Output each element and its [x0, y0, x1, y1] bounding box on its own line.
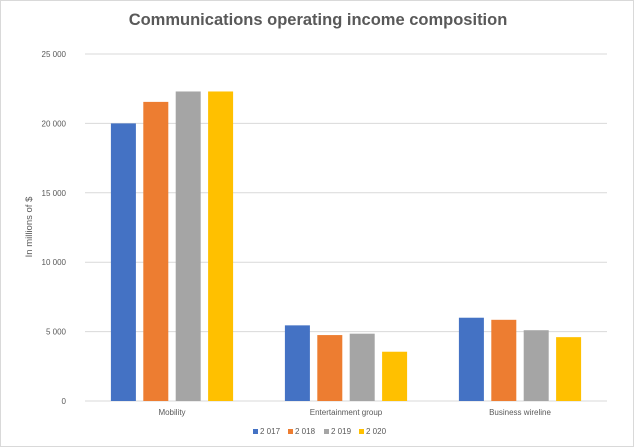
y-tick-label: 10 000	[42, 258, 67, 267]
legend-swatch	[288, 429, 293, 434]
y-tick-label: 20 000	[42, 119, 67, 128]
legend-label: 2 020	[366, 427, 387, 436]
y-tick-label: 0	[62, 397, 67, 406]
bar	[556, 337, 582, 401]
y-tick-label: 5 000	[46, 328, 67, 337]
bar	[175, 91, 201, 401]
bar	[491, 319, 517, 401]
x-axis-ticks: Mobility Entertainment group Business wire…	[158, 408, 551, 417]
bars	[110, 91, 582, 402]
legend-swatch	[324, 429, 329, 434]
bar	[208, 91, 234, 401]
legend-label: 2 019	[331, 427, 352, 436]
chart-title: Communications operating income composit…	[129, 11, 508, 29]
x-tick-label: Mobility	[158, 408, 185, 417]
gridlines	[85, 53, 607, 402]
bar	[458, 317, 484, 401]
y-tick-label: 25 000	[42, 50, 67, 59]
legend: 2 017 2 018 2 019 2 020	[253, 427, 387, 436]
bar	[284, 325, 310, 401]
y-axis-ticks: 0 5 000 10 000 15 000 20 000 25 000	[42, 50, 67, 406]
bar	[317, 335, 343, 401]
y-tick-label: 15 000	[42, 189, 67, 198]
bar	[349, 333, 375, 401]
x-tick-label: Business wireline	[489, 408, 551, 417]
legend-label: 2 017	[260, 427, 281, 436]
legend-swatch	[253, 429, 258, 434]
bar	[110, 123, 136, 402]
bar	[143, 101, 169, 402]
y-axis-label: In millions of $	[24, 196, 35, 257]
bar	[523, 330, 549, 401]
legend-label: 2 018	[295, 427, 316, 436]
legend-swatch	[359, 429, 364, 434]
bar	[382, 351, 408, 401]
x-tick-label: Entertainment group	[310, 408, 383, 417]
